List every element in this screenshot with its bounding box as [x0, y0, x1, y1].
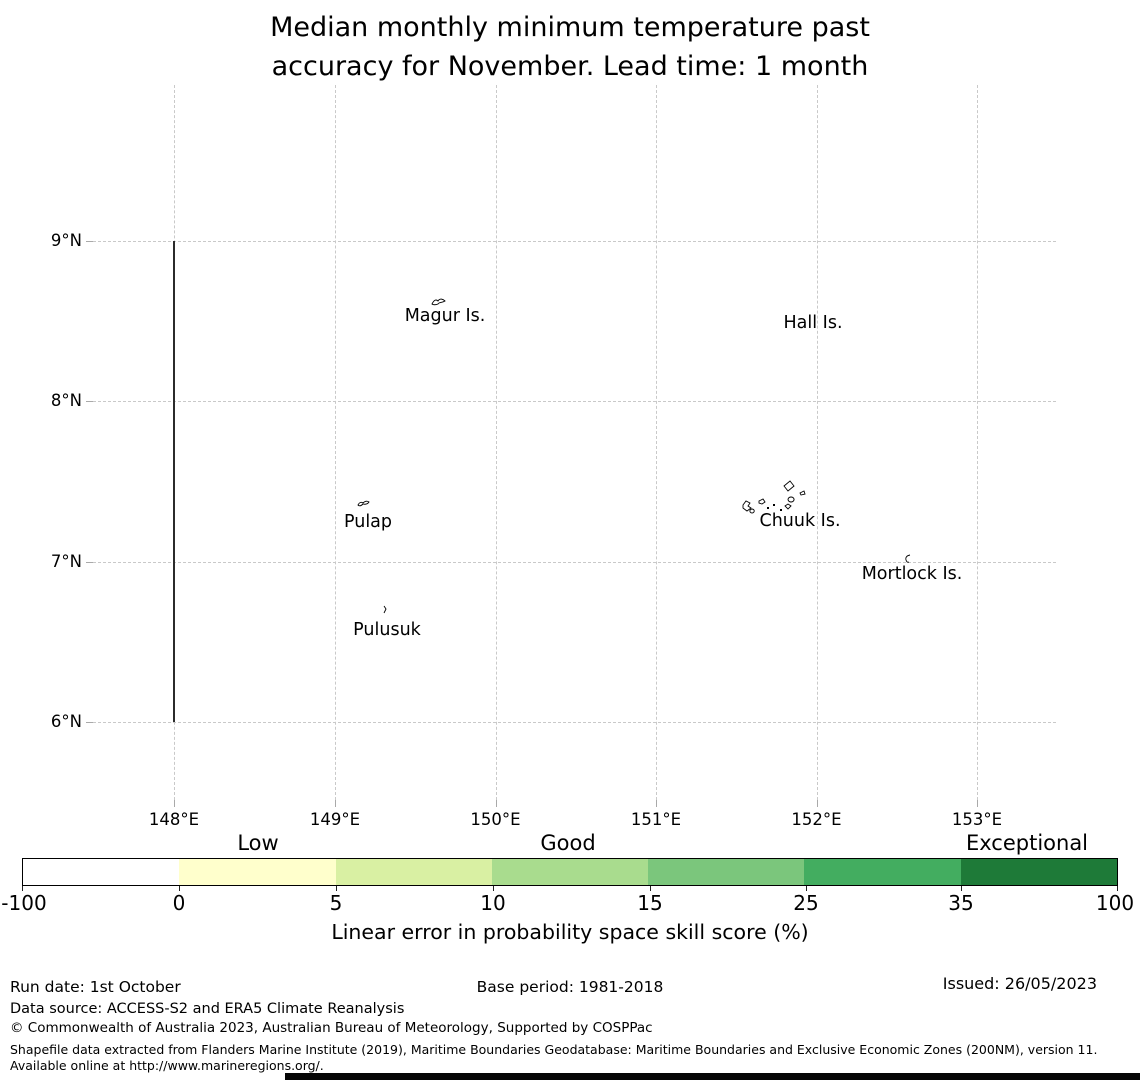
- colorbar-tick-label-15: 15: [637, 891, 663, 915]
- chart-title: Median monthly minimum temperature past …: [0, 8, 1140, 86]
- island-label-pulap: Pulap: [343, 512, 393, 532]
- footer-shapefile-note: Shapefile data extracted from Flanders M…: [10, 1042, 1098, 1073]
- chuuk-islands-shapes: [742, 480, 806, 514]
- gridline-6n: [93, 722, 1056, 723]
- pulap-island-shape: [357, 500, 370, 507]
- island-label-mortlock: Mortlock Is.: [861, 564, 963, 584]
- colorbar-tick-label-25: 25: [793, 891, 819, 915]
- x-tick-152e: [816, 800, 818, 807]
- footer-issued: Issued: 26/05/2023: [942, 974, 1097, 993]
- colorbar-tick-3: [336, 886, 337, 891]
- x-tick-label-148e: 148°E: [148, 810, 200, 829]
- colorbar-segment-5: [648, 859, 805, 885]
- footer-run-date: Run date: 1st October: [10, 978, 181, 996]
- y-tick-6n: [86, 722, 93, 723]
- footer-copyright: © Commonwealth of Australia 2023, Austra…: [10, 1020, 653, 1036]
- colorbar-tick-6: [806, 886, 807, 891]
- eez-boundary-line: [173, 241, 175, 722]
- x-tick-label-153e: 153°E: [951, 810, 1003, 829]
- x-tick-label-149e: 149°E: [309, 810, 361, 829]
- x-tick-148e: [174, 800, 175, 807]
- colorbar-segment-6: [804, 859, 961, 885]
- gridline-152e: [816, 85, 818, 800]
- x-tick-150e: [495, 800, 497, 807]
- colorbar-tick-label-100: 100: [1095, 891, 1135, 915]
- colorbar-segment-3: [335, 859, 492, 885]
- y-tick-8n: [86, 401, 93, 402]
- colorbar-tick-label-0: 0: [172, 891, 186, 915]
- colorbar-segment-7: [960, 859, 1117, 885]
- colorbar-tick-8: [1117, 886, 1118, 891]
- island-label-pulusuk: Pulusuk: [353, 620, 421, 640]
- colorbar-category-good: Good: [540, 831, 596, 855]
- pulusuk-island-shape: [383, 605, 387, 614]
- colorbar-category-low: Low: [237, 831, 279, 855]
- colorbar-segment-2: [179, 859, 336, 885]
- gridline-153e: [977, 85, 978, 800]
- colorbar-tick-label-5: 5: [329, 891, 343, 915]
- colorbar-tick-label-35: 35: [948, 891, 974, 915]
- gridline-7n: [93, 562, 1056, 563]
- y-tick-label-7n: 7°N: [50, 552, 82, 571]
- island-label-magur: Magur Is.: [404, 306, 486, 326]
- map-plot-area: [86, 85, 1056, 807]
- colorbar-tick-1: [22, 886, 23, 891]
- colorbar-segment-1: [23, 859, 180, 885]
- colorbar-segment-4: [491, 859, 649, 885]
- colorbar-tick-5: [650, 886, 651, 891]
- colorbar-category-exceptional: Exceptional: [965, 831, 1089, 855]
- mortlock-island-shape: [905, 554, 911, 563]
- x-tick-151e: [656, 800, 657, 807]
- y-tick-7n: [86, 562, 93, 563]
- gridline-150e: [495, 85, 497, 800]
- y-tick-label-6n: 6°N: [50, 712, 82, 731]
- colorbar-tick-7: [961, 886, 962, 891]
- x-tick-label-152e: 152°E: [791, 810, 842, 829]
- gridline-149e: [335, 85, 336, 800]
- colorbar-tick-2: [179, 886, 180, 891]
- gridline-9n: [93, 241, 1056, 242]
- chart-title-line2: accuracy for November. Lead time: 1 mont…: [271, 51, 869, 82]
- chart-title-line1: Median monthly minimum temperature past: [270, 12, 870, 43]
- y-tick-label-9n: 9°N: [50, 231, 82, 250]
- magur-island-shape: [431, 298, 446, 306]
- colorbar-tick-label-neg100: -100: [1, 891, 47, 915]
- x-tick-label-150e: 150°E: [470, 810, 521, 829]
- colorbar-tick-label-10: 10: [480, 891, 506, 915]
- bottom-edge-bar: [285, 1073, 1140, 1080]
- x-tick-149e: [335, 800, 336, 807]
- footer-base-period: Base period: 1981-2018: [476, 978, 664, 996]
- island-label-chuuk: Chuuk Is.: [759, 511, 841, 531]
- gridline-8n: [93, 401, 1056, 402]
- footer-data-source: Data source: ACCESS-S2 and ERA5 Climate …: [10, 1001, 405, 1017]
- gridline-151e: [656, 85, 657, 800]
- y-tick-label-8n: 8°N: [50, 391, 82, 410]
- x-tick-label-151e: 151°E: [630, 810, 682, 829]
- colorbar: [22, 858, 1118, 886]
- y-tick-9n: [86, 241, 93, 242]
- x-tick-153e: [977, 800, 978, 807]
- colorbar-axis-label: Linear error in probability space skill …: [331, 920, 809, 944]
- island-label-hall: Hall Is.: [783, 313, 843, 333]
- colorbar-tick-4: [493, 886, 494, 891]
